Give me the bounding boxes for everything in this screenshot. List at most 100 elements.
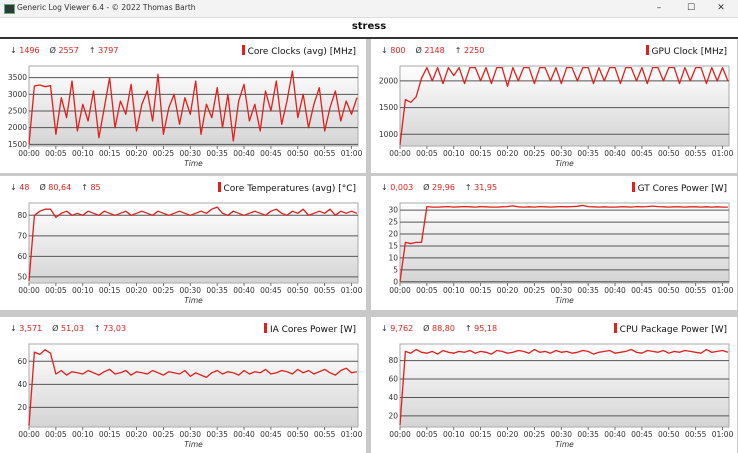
stat-min-symbol: ↓ <box>10 324 17 333</box>
y-tick-label: 1500 <box>379 103 398 112</box>
minimize-button[interactable]: – <box>656 3 662 13</box>
chart-legend[interactable]: CPU Package Power [W] <box>613 323 727 335</box>
x-tick-label: 00:05 <box>45 149 67 158</box>
x-tick-label: 01:00 <box>712 430 734 439</box>
x-tick-label: 00:40 <box>233 430 255 439</box>
x-tick-label: 01:00 <box>341 286 363 295</box>
x-axis-label: Time <box>184 296 203 305</box>
x-tick-label: 00:05 <box>45 430 67 439</box>
series-line <box>28 206 358 281</box>
app-icon <box>4 4 15 14</box>
x-tick-label: 00:20 <box>497 149 519 158</box>
chart-panel: ↓ 3,571 Ø 51,03 ↑ 73,03 IA Cores Power [W] 2… <box>0 317 366 453</box>
x-tick-label: 00:50 <box>287 430 309 439</box>
stat-max-symbol: ↑ <box>88 46 96 55</box>
x-tick-label: 00:35 <box>577 286 599 295</box>
x-tick-label: 00:15 <box>99 430 121 439</box>
stat-avg: Ø 2148 <box>416 46 445 55</box>
legend-swatch <box>241 45 245 55</box>
series-line <box>399 66 729 145</box>
stat-min: ↓ 48 <box>10 183 29 192</box>
chart-panel: ↓ 800 Ø 2148 ↑ 2250 GPU Clock [MHz] 1000 1500… <box>371 39 737 173</box>
x-tick-label: 00:10 <box>72 430 94 439</box>
stat-max: ↑ 95,18 <box>465 324 497 333</box>
x-tick-label: 00:00 <box>18 286 40 295</box>
x-tick-label: 01:00 <box>341 430 363 439</box>
chart-title: Core Clocks (avg) [MHz] <box>247 47 356 57</box>
stat-min: ↓ 1496 <box>10 46 40 55</box>
x-tick-label: 00:55 <box>314 286 336 295</box>
stat-max-value: 3797 <box>98 46 119 55</box>
x-tick-label: 01:00 <box>712 286 734 295</box>
chart-title: CPU Package Power [W] <box>619 325 727 335</box>
legend-swatch <box>217 182 221 192</box>
y-tick-label: 1000 <box>379 130 398 139</box>
x-tick-label: 00:25 <box>153 286 175 295</box>
x-tick-label: 00:00 <box>18 149 40 158</box>
x-tick-label: 00:35 <box>577 149 599 158</box>
x-axis-label: Time <box>555 296 574 305</box>
chart-svg: 1000 1500 2000 00:00 00:05 00:10 00:15 00:20 00:… <box>379 65 734 168</box>
chart-legend[interactable]: GT Cores Power [W] <box>631 182 727 194</box>
close-button[interactable]: ✕ <box>717 3 725 13</box>
x-tick-label: 01:00 <box>712 149 734 158</box>
stat-min: ↓ 3,571 <box>10 324 42 333</box>
maximize-button[interactable]: ☐ <box>686 3 696 13</box>
stat-max-value: 2250 <box>463 46 485 55</box>
stat-max: ↑ 73,03 <box>94 324 126 333</box>
y-tick-label: 3000 <box>8 90 27 99</box>
x-tick-label: 00:05 <box>45 286 67 295</box>
x-tick-label: 00:30 <box>179 286 201 295</box>
chart-stats: ↓ 48 Ø 80,64 ↑ 85 <box>10 183 111 192</box>
legend-swatch <box>263 323 267 333</box>
x-tick-label: 00:10 <box>443 430 465 439</box>
x-tick-label: 00:35 <box>577 430 599 439</box>
y-tick-label: 40 <box>388 393 398 402</box>
chart-stats: ↓ 800 Ø 2148 ↑ 2250 <box>381 46 494 55</box>
stat-max-value: 73,03 <box>103 324 127 333</box>
y-tick-label: 10 <box>388 253 398 262</box>
stat-max-value: 95,18 <box>474 324 498 333</box>
x-tick-label: 00:30 <box>550 149 572 158</box>
x-tick-label: 00:00 <box>389 149 411 158</box>
plot-area <box>28 343 359 428</box>
y-tick-label: 60 <box>388 375 398 384</box>
x-tick-label: 00:55 <box>685 430 707 439</box>
x-tick-label: 00:10 <box>443 286 465 295</box>
chart-legend[interactable]: GPU Clock [MHz] <box>645 45 727 57</box>
stat-avg-symbol: Ø <box>49 46 56 55</box>
x-tick-label: 00:20 <box>497 430 519 439</box>
x-tick-label: 00:45 <box>631 286 653 295</box>
x-axis-label: Time <box>184 440 203 449</box>
y-tick-label: 20 <box>388 230 398 239</box>
chart-svg: 1500 2000 2500 3000 3500 00:00 00:05 00:10 00:15… <box>8 65 363 168</box>
chart-svg: 0 5 10 15 20 25 30 00:00 00:05 00:10 00:15 00:20 00:… <box>388 202 734 305</box>
stat-min: ↓ 0,003 <box>381 183 413 192</box>
series-line <box>399 204 728 282</box>
x-tick-label: 00:10 <box>443 149 465 158</box>
x-tick-label: 00:35 <box>206 149 228 158</box>
x-tick-label: 00:25 <box>524 149 546 158</box>
y-tick-label: 40 <box>17 380 27 389</box>
chart-stats: ↓ 0,003 Ø 29,96 ↑ 31,95 <box>381 183 507 192</box>
stat-avg-symbol: Ø <box>39 183 46 192</box>
stat-min: ↓ 800 <box>381 46 406 55</box>
chart-legend[interactable]: IA Cores Power [W] <box>263 323 356 335</box>
y-tick-label: 50 <box>17 272 27 281</box>
plot-area <box>399 202 730 284</box>
x-tick-label: 00:20 <box>497 286 519 295</box>
stat-avg-symbol: Ø <box>423 183 430 192</box>
stat-max-symbol: ↑ <box>81 183 88 192</box>
stat-min-symbol: ↓ <box>10 46 17 55</box>
plot-area <box>399 343 730 428</box>
x-tick-label: 00:10 <box>72 286 94 295</box>
stat-min-symbol: ↓ <box>381 183 388 192</box>
chart-legend[interactable]: Core Clocks (avg) [MHz] <box>241 45 356 57</box>
stat-avg-value: 51,03 <box>61 324 84 333</box>
x-tick-label: 00:40 <box>604 430 626 439</box>
chart-legend[interactable]: Core Temperatures (avg) [°C] <box>217 182 356 194</box>
y-tick-label: 0 <box>393 277 398 286</box>
chart-stats: ↓ 3,571 Ø 51,03 ↑ 73,03 <box>10 324 136 333</box>
y-tick-label: 20 <box>388 411 398 420</box>
x-tick-label: 00:20 <box>126 430 148 439</box>
